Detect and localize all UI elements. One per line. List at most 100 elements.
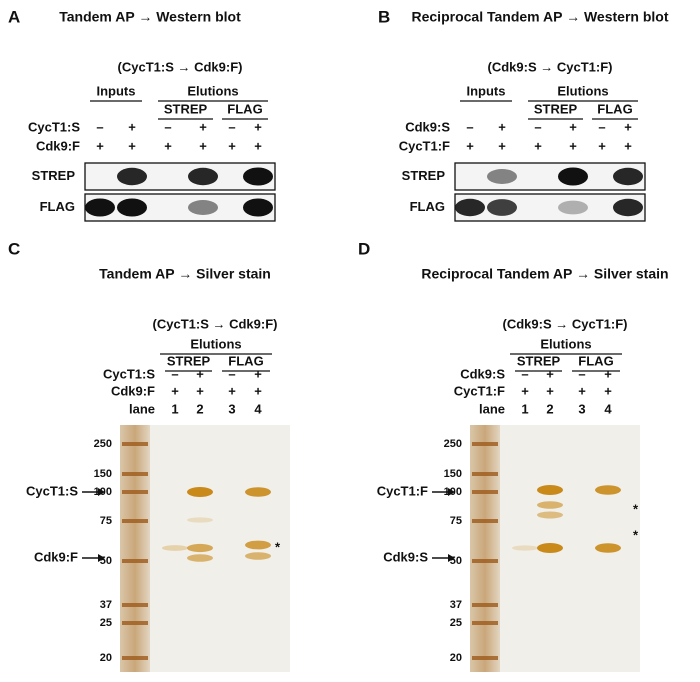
blot-label: STREP bbox=[32, 168, 76, 183]
lane-sign: – bbox=[521, 366, 528, 381]
lane-sign: 3 bbox=[228, 401, 235, 416]
lane-sign: + bbox=[534, 138, 542, 153]
ladder-band bbox=[122, 490, 148, 494]
lane-sign: – bbox=[534, 119, 541, 134]
blot-band bbox=[85, 198, 115, 217]
panel-title: Tandem AP → Silver stain bbox=[99, 266, 271, 282]
ladder-band bbox=[472, 472, 498, 476]
gel-band bbox=[162, 545, 188, 551]
gel-band bbox=[187, 487, 213, 497]
lane-sign: + bbox=[498, 119, 506, 134]
lane-sign: + bbox=[199, 119, 207, 134]
ladder-band bbox=[472, 621, 498, 625]
row-label: Cdk9:F bbox=[36, 138, 80, 153]
asterisk: * bbox=[275, 539, 281, 554]
blot-band bbox=[558, 200, 588, 215]
row-label: CycT1:F bbox=[454, 383, 505, 398]
lane-sign: + bbox=[546, 383, 554, 398]
band-label: Cdk9:S bbox=[383, 549, 428, 564]
lane-sign: + bbox=[254, 138, 262, 153]
lane-sign: + bbox=[578, 383, 586, 398]
panel-letter: C bbox=[8, 239, 20, 258]
ladder-band bbox=[472, 490, 498, 494]
arrow-head bbox=[448, 554, 455, 562]
lane-sign: – bbox=[228, 366, 235, 381]
ladder-band bbox=[122, 472, 148, 476]
lane-sign: – bbox=[164, 119, 171, 134]
asterisk: * bbox=[633, 527, 639, 542]
lane-sign: + bbox=[128, 138, 136, 153]
ladder-band bbox=[472, 442, 498, 446]
asterisk: * bbox=[633, 501, 639, 516]
lane-sign: + bbox=[228, 138, 236, 153]
gel-band bbox=[537, 485, 563, 495]
gel bbox=[150, 425, 290, 672]
marker-label: 37 bbox=[450, 599, 462, 611]
blot-band bbox=[455, 198, 485, 217]
ladder-lane bbox=[120, 425, 150, 672]
blot-label: STREP bbox=[402, 168, 446, 183]
blot-band bbox=[117, 167, 147, 186]
lane-sign: + bbox=[164, 138, 172, 153]
lane-sign: – bbox=[598, 119, 605, 134]
ladder-lane bbox=[470, 425, 500, 672]
lane-sign: + bbox=[521, 383, 529, 398]
blot-label: FLAG bbox=[410, 199, 445, 214]
panel-title: Reciprocal Tandem AP → Western blot bbox=[412, 9, 669, 25]
group-label: Inputs bbox=[467, 83, 506, 98]
marker-label: 20 bbox=[100, 652, 112, 664]
gel-band bbox=[187, 554, 213, 562]
subgroup-label: STREP bbox=[164, 101, 208, 116]
gel-band bbox=[595, 543, 621, 553]
lane-sign: 1 bbox=[521, 401, 528, 416]
blot-band bbox=[188, 167, 218, 186]
lane-sign: + bbox=[171, 383, 179, 398]
lane-sign: – bbox=[466, 119, 473, 134]
lane-sign: – bbox=[228, 119, 235, 134]
lane-sign: + bbox=[254, 119, 262, 134]
marker-label: 20 bbox=[450, 652, 462, 664]
lane-sign: + bbox=[96, 138, 104, 153]
gel-band bbox=[245, 487, 271, 497]
gel-band bbox=[537, 543, 563, 553]
subgroup-label: STREP bbox=[167, 353, 211, 368]
lane-sign: + bbox=[604, 366, 612, 381]
gel-band bbox=[537, 511, 563, 519]
lane-sign: – bbox=[96, 119, 103, 134]
blot-band bbox=[613, 167, 643, 186]
lane-sign: 4 bbox=[254, 401, 262, 416]
gel-band bbox=[595, 485, 621, 495]
lane-sign: + bbox=[624, 119, 632, 134]
band-label: Cdk9:F bbox=[34, 549, 78, 564]
row-label: lane bbox=[129, 401, 155, 416]
row-label: CycT1:S bbox=[103, 366, 155, 381]
marker-label: 37 bbox=[100, 599, 112, 611]
lane-sign: + bbox=[598, 138, 606, 153]
subgroup-label: FLAG bbox=[227, 101, 262, 116]
lane-sign: + bbox=[624, 138, 632, 153]
panel-title: Tandem AP → Western blot bbox=[59, 9, 241, 25]
gel-band bbox=[245, 540, 271, 550]
construct: (CycT1:S → Cdk9:F) bbox=[153, 316, 278, 331]
band-label: CycT1:S bbox=[26, 483, 78, 498]
lane-sign: 2 bbox=[196, 401, 203, 416]
marker-label: 150 bbox=[444, 468, 462, 480]
marker-label: 75 bbox=[450, 515, 462, 527]
lane-sign: + bbox=[569, 119, 577, 134]
panel-letter: B bbox=[378, 7, 390, 26]
lane-sign: + bbox=[128, 119, 136, 134]
arrow-head bbox=[98, 554, 105, 562]
lane-sign: + bbox=[604, 383, 612, 398]
row-label: Cdk9:S bbox=[460, 366, 505, 381]
ladder-band bbox=[472, 559, 498, 563]
blot-band bbox=[117, 198, 147, 217]
marker-label: 250 bbox=[94, 438, 112, 450]
band-label: CycT1:F bbox=[377, 483, 428, 498]
lane-sign: + bbox=[228, 383, 236, 398]
row-label: Cdk9:S bbox=[405, 119, 450, 134]
group-label: Elutions bbox=[540, 336, 591, 351]
panel-letter: D bbox=[358, 239, 370, 258]
subgroup-label: STREP bbox=[517, 353, 561, 368]
marker-label: 25 bbox=[100, 617, 112, 629]
